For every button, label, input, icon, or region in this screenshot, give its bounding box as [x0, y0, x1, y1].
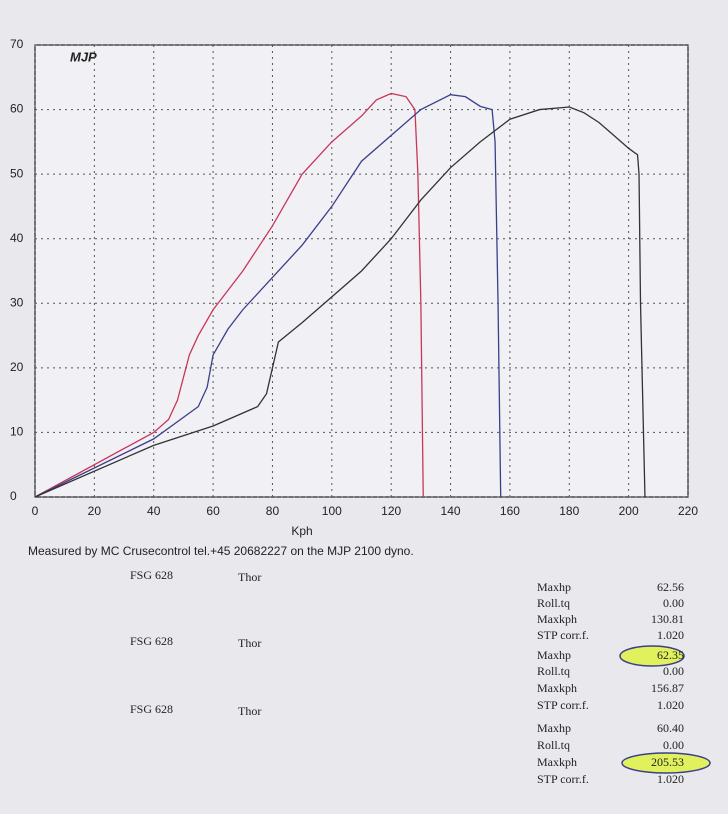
stat-value: 0.00: [663, 738, 684, 752]
stat-label: Roll.tq: [537, 664, 570, 678]
power-curve: [34, 92, 424, 498]
stat-label: STP corr.f.: [537, 628, 589, 642]
x-axis-label: Kph: [291, 524, 312, 538]
run-name: FSG 628: [130, 702, 173, 716]
stat-value: 62.35: [657, 648, 684, 662]
highlight: [619, 645, 685, 667]
x-tick-label: 80: [266, 504, 280, 518]
stat-label: Maxhp: [537, 580, 571, 594]
stat-label: STP corr.f.: [537, 698, 589, 712]
stat-value: 1.020: [657, 772, 684, 786]
x-tick-label: 160: [500, 504, 520, 518]
run-rider: Thor: [238, 704, 261, 718]
y-tick-label: 30: [10, 295, 24, 309]
stat-value: 156.87: [651, 681, 684, 695]
power-curve: [34, 106, 646, 498]
x-tick-label: 0: [32, 504, 39, 518]
stat-label: STP corr.f.: [537, 772, 589, 786]
run-name: FSG 628: [130, 634, 173, 648]
y-tick-label: 50: [10, 166, 24, 180]
stat-value: 62.56: [657, 580, 684, 594]
stat-label: Roll.tq: [537, 596, 570, 610]
logo: MJP: [70, 49, 97, 64]
x-tick-label: 60: [206, 504, 220, 518]
stat-value: 130.81: [651, 612, 684, 626]
stat-value: 60.40: [657, 721, 684, 735]
x-tick-label: 100: [322, 504, 342, 518]
y-tick-label: 70: [10, 37, 24, 51]
y-tick-label: 20: [10, 360, 24, 374]
caption: Measured by MC Crusecontrol tel.+45 2068…: [28, 544, 414, 558]
stat-label: Maxkph: [537, 612, 577, 626]
x-tick-label: 120: [381, 504, 401, 518]
x-tick-label: 20: [88, 504, 102, 518]
stat-value: 0.00: [663, 596, 684, 610]
power-curve: [34, 94, 502, 498]
highlight: [621, 752, 711, 774]
y-tick-label: 40: [10, 231, 24, 245]
x-tick-label: 180: [559, 504, 579, 518]
x-tick-label: 220: [678, 504, 698, 518]
run-name: FSG 628: [130, 568, 173, 582]
stat-label: Maxkph: [537, 755, 577, 769]
stat-value: 0.00: [663, 664, 684, 678]
stat-label: Roll.tq: [537, 738, 570, 752]
stat-value: 1.020: [657, 698, 684, 712]
y-tick-label: 10: [10, 425, 24, 439]
run-rider: Thor: [238, 570, 261, 584]
stat-value: 1.020: [657, 628, 684, 642]
stat-value: 205.53: [651, 755, 684, 769]
y-tick-label: 0: [10, 489, 17, 503]
x-tick-label: 200: [619, 504, 639, 518]
x-tick-label: 40: [147, 504, 161, 518]
run-rider: Thor: [238, 636, 261, 650]
y-tick-label: 60: [10, 102, 24, 116]
stat-label: Maxkph: [537, 681, 577, 695]
stat-label: Maxhp: [537, 648, 571, 662]
stat-label: Maxhp: [537, 721, 571, 735]
x-tick-label: 140: [441, 504, 461, 518]
